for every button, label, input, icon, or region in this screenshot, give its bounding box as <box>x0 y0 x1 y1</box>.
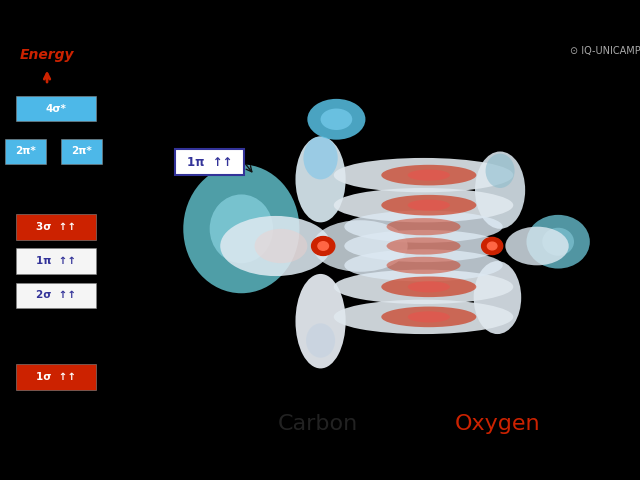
Ellipse shape <box>313 220 408 272</box>
Ellipse shape <box>306 324 335 358</box>
Text: 1σ  ↑↑: 1σ ↑↑ <box>36 372 76 382</box>
FancyBboxPatch shape <box>16 283 96 308</box>
Ellipse shape <box>296 136 346 222</box>
Circle shape <box>481 238 503 254</box>
Ellipse shape <box>334 188 513 222</box>
Ellipse shape <box>387 218 461 235</box>
Ellipse shape <box>344 211 503 243</box>
Ellipse shape <box>255 229 307 263</box>
Text: 2σ  ↑↑: 2σ ↑↑ <box>36 290 76 300</box>
FancyBboxPatch shape <box>16 214 96 240</box>
Ellipse shape <box>303 136 338 180</box>
Ellipse shape <box>542 228 574 256</box>
Ellipse shape <box>475 152 525 229</box>
Ellipse shape <box>334 270 513 304</box>
Text: Oxygen: Oxygen <box>454 414 540 434</box>
Circle shape <box>318 242 328 250</box>
Ellipse shape <box>474 261 521 334</box>
Ellipse shape <box>344 230 503 262</box>
FancyBboxPatch shape <box>61 139 102 164</box>
Text: 1π  ↑↑: 1π ↑↑ <box>36 256 76 266</box>
Ellipse shape <box>210 194 273 263</box>
Ellipse shape <box>334 300 513 334</box>
Text: Energy: Energy <box>20 48 74 62</box>
Ellipse shape <box>381 307 476 327</box>
Ellipse shape <box>408 169 450 180</box>
Text: 4σ*: 4σ* <box>45 104 67 114</box>
Circle shape <box>312 237 335 255</box>
Text: 3σ  ↑↑: 3σ ↑↑ <box>36 222 76 232</box>
Text: Carbon: Carbon <box>278 414 358 434</box>
Circle shape <box>488 242 497 250</box>
Ellipse shape <box>381 276 476 297</box>
Text: 2π*: 2π* <box>72 146 92 156</box>
FancyBboxPatch shape <box>175 149 244 175</box>
Ellipse shape <box>408 312 450 323</box>
FancyBboxPatch shape <box>16 96 96 121</box>
Ellipse shape <box>408 200 450 211</box>
Ellipse shape <box>334 158 513 192</box>
Text: ⊙ IQ-UNICAMP: ⊙ IQ-UNICAMP <box>570 46 640 56</box>
FancyBboxPatch shape <box>16 248 96 274</box>
Ellipse shape <box>307 99 365 140</box>
FancyBboxPatch shape <box>16 364 96 390</box>
Ellipse shape <box>321 108 352 130</box>
Text: 1π  ↑↑: 1π ↑↑ <box>187 156 232 169</box>
Ellipse shape <box>527 215 590 268</box>
Ellipse shape <box>344 249 503 281</box>
Ellipse shape <box>381 165 476 185</box>
Ellipse shape <box>408 281 450 292</box>
Ellipse shape <box>183 164 300 293</box>
Ellipse shape <box>381 195 476 216</box>
FancyBboxPatch shape <box>5 139 47 164</box>
Text: 2π*: 2π* <box>15 146 36 156</box>
Ellipse shape <box>486 154 515 188</box>
Ellipse shape <box>296 274 346 369</box>
Ellipse shape <box>220 216 331 276</box>
Ellipse shape <box>387 238 461 254</box>
Ellipse shape <box>506 227 569 265</box>
Ellipse shape <box>387 257 461 274</box>
